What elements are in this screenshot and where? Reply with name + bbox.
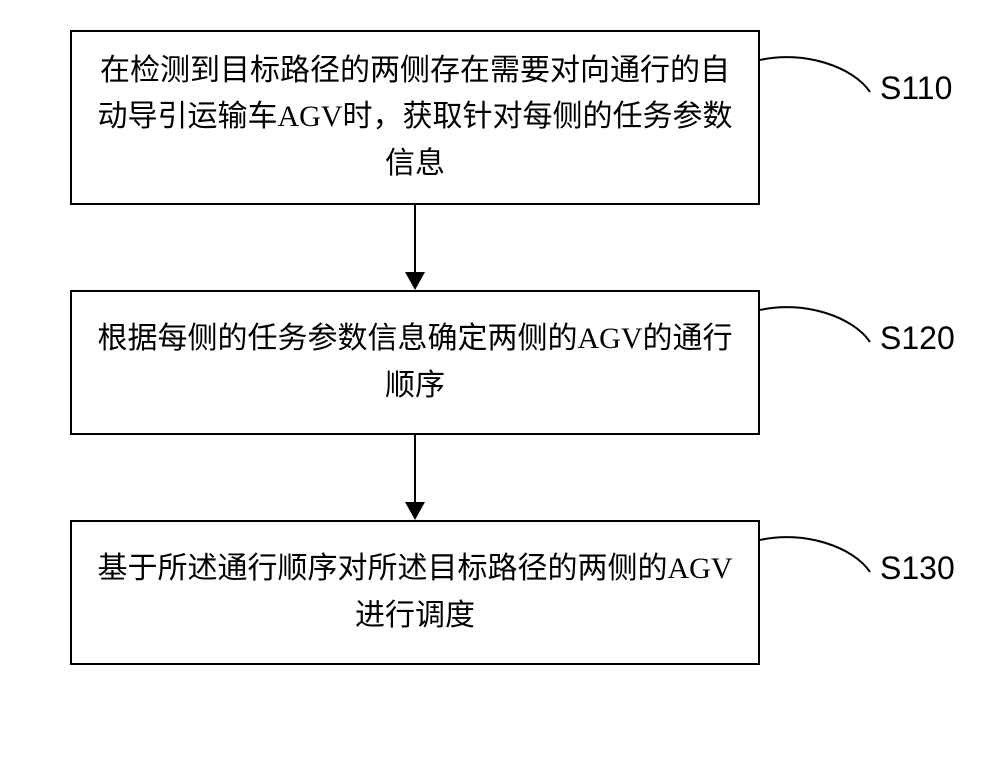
flowchart-canvas: 在检测到目标路径的两侧存在需要对向通行的自动导引运输车AGV时，获取针对每侧的任… xyxy=(0,0,1000,763)
step-label-s130: S130 xyxy=(880,550,955,587)
flow-arrow xyxy=(395,435,435,520)
flowchart-step-s130: 基于所述通行顺序对所述目标路径的两侧的AGV进行调度 xyxy=(70,520,760,665)
leader-line-s120 xyxy=(755,270,875,382)
flow-arrow xyxy=(395,205,435,290)
step-label-s120: S120 xyxy=(880,320,955,357)
step-text: 在检测到目标路径的两侧存在需要对向通行的自动导引运输车AGV时，获取针对每侧的任… xyxy=(96,48,734,188)
flowchart-step-s110: 在检测到目标路径的两侧存在需要对向通行的自动导引运输车AGV时，获取针对每侧的任… xyxy=(70,30,760,205)
step-text: 根据每侧的任务参数信息确定两侧的AGV的通行顺序 xyxy=(96,316,734,409)
flowchart-step-s120: 根据每侧的任务参数信息确定两侧的AGV的通行顺序 xyxy=(70,290,760,435)
step-label-s110: S110 xyxy=(880,70,952,107)
step-text: 基于所述通行顺序对所述目标路径的两侧的AGV进行调度 xyxy=(96,546,734,639)
leader-line-s130 xyxy=(755,500,875,612)
leader-line-s110 xyxy=(755,20,875,132)
